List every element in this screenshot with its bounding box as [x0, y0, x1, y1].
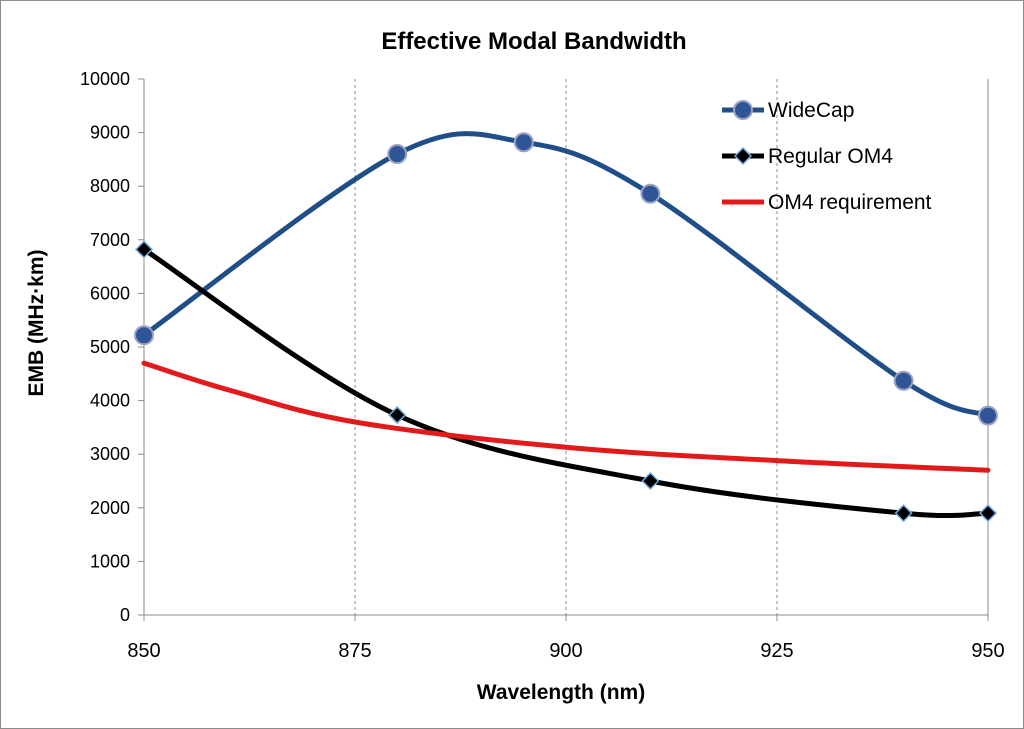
y-tick-label-10000: 10000 — [80, 69, 130, 89]
y-tick-label-4000: 4000 — [90, 391, 130, 411]
y-tick-label-6000: 6000 — [90, 283, 130, 303]
legend-item-widecap: WideCap — [722, 99, 854, 122]
x-tick-label-900: 900 — [549, 640, 582, 662]
data-point-regular-om4-3 — [894, 504, 913, 523]
data-point-widecap-3 — [640, 183, 661, 204]
data-point-regular-om4-0 — [134, 240, 154, 259]
y-tick-label-9000: 9000 — [90, 123, 130, 143]
y-tick-label-1000: 1000 — [90, 551, 130, 571]
x-axis-ticks: 850 875 900 925 950 — [127, 615, 1005, 662]
legend-label-regular-om4: Regular OM4 — [768, 145, 893, 168]
y-tick-label-0: 0 — [120, 605, 130, 625]
legend-item-regular-om4: Regular OM4 — [722, 145, 893, 168]
series-layer — [134, 131, 998, 523]
y-tick-label-5000: 5000 — [90, 337, 130, 357]
x-tick-label-875: 875 — [338, 640, 371, 662]
y-tick-label-2000: 2000 — [90, 498, 130, 518]
series-widecap — [134, 131, 998, 426]
legend: WideCap Regular OM4 OM4 requirement — [722, 99, 932, 214]
y-axis-title: EMB (MHz·km) — [25, 250, 48, 397]
x-axis-title: Wavelength (nm) — [477, 681, 645, 704]
legend-marker-regular-om4 — [733, 146, 753, 166]
legend-marker-widecap — [733, 100, 753, 120]
data-point-regular-om4-1 — [388, 406, 407, 425]
data-point-widecap-5 — [978, 405, 998, 426]
y-tick-label-3000: 3000 — [90, 444, 130, 464]
y-tick-label-7000: 7000 — [90, 230, 130, 250]
data-point-regular-om4-2 — [641, 471, 660, 491]
series-line-om4-requirement — [141, 360, 991, 473]
data-point-widecap-4 — [893, 370, 914, 391]
series-om4-requirement — [141, 360, 991, 473]
y-tick-label-8000: 8000 — [90, 176, 130, 196]
x-tick-label-850: 850 — [127, 640, 160, 662]
legend-label-widecap: WideCap — [768, 99, 854, 122]
data-point-widecap-2 — [513, 132, 534, 153]
grid-lines — [354, 79, 989, 615]
legend-label-om4-requirement: OM4 requirement — [768, 191, 932, 214]
data-point-widecap-0 — [134, 325, 154, 346]
data-point-widecap-1 — [387, 144, 408, 165]
series-regular-om4 — [134, 240, 998, 523]
legend-item-om4-requirement: OM4 requirement — [722, 191, 932, 214]
y-axis-ticks: 0 1000 2000 3000 4000 5000 6000 7000 8000 9000 100… — [80, 69, 144, 625]
chart-title: Effective Modal Bandwidth — [381, 28, 686, 55]
x-tick-label-950: 950 — [971, 640, 1004, 662]
data-point-regular-om4-4 — [978, 504, 998, 523]
x-tick-label-925: 925 — [760, 640, 793, 662]
